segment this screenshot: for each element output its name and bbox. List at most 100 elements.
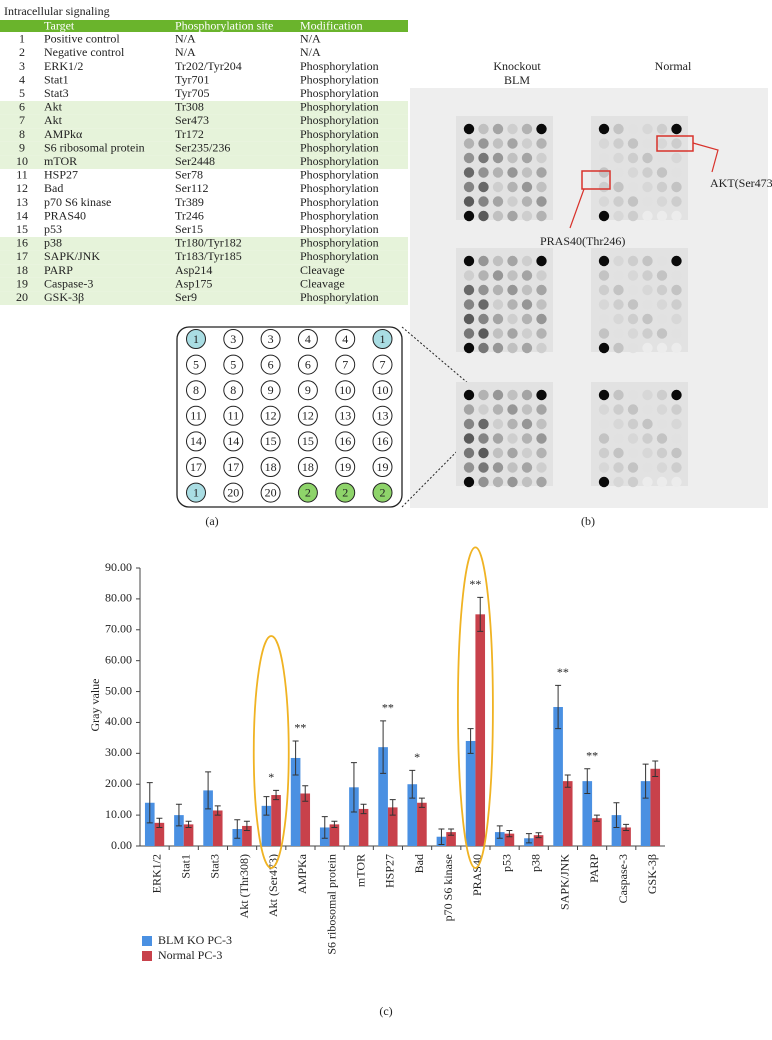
row-modification: Phosphorylation: [300, 208, 379, 222]
row-site: Tyr705: [175, 86, 210, 100]
blot-spot: [463, 210, 475, 222]
blot-spot: [478, 313, 489, 325]
error-bar: [185, 820, 192, 828]
blot-spot: [598, 389, 610, 401]
blot-spot: [521, 181, 533, 193]
error-bar: [156, 817, 163, 828]
error-bar: [243, 820, 250, 832]
blot-spot: [656, 270, 668, 281]
blot-spot: [627, 123, 639, 135]
array-spot: [186, 457, 206, 477]
error-bar: [448, 828, 455, 836]
error-bar: [175, 803, 182, 827]
blot-spot: [463, 389, 475, 401]
blot-spot: [656, 313, 668, 325]
blot-spot: [507, 210, 518, 222]
row-target: Stat1: [44, 72, 69, 86]
blot-spot: [463, 476, 475, 488]
error-bar: [409, 769, 416, 799]
y-tick-label: 50.00: [105, 683, 132, 697]
row-number: 5: [19, 86, 25, 100]
row-target: Negative control: [44, 45, 125, 59]
blot-spot: [463, 299, 475, 310]
blot-spot: [521, 270, 533, 281]
blot-spot: [492, 404, 504, 415]
bar: [592, 818, 602, 846]
error-bar: [321, 816, 328, 839]
legend-swatch: [142, 936, 152, 946]
error-bar: [214, 805, 221, 816]
row-site: Tr389: [175, 195, 204, 209]
x-tick-label: mTOR: [354, 854, 368, 887]
blot-spot: [613, 299, 624, 310]
blot-spot: [521, 433, 533, 444]
x-tick-label: HSP27: [383, 854, 397, 888]
row-number: 10: [16, 154, 28, 168]
blot-spot: [507, 152, 518, 164]
array-spot: [223, 329, 244, 349]
spot-label: 9: [268, 383, 274, 397]
row-number: 15: [16, 222, 28, 236]
zoom-line: [401, 431, 477, 508]
blot-spot: [671, 152, 682, 164]
blot-spot: [671, 123, 682, 135]
error-bar: [496, 825, 503, 839]
array-spot: [297, 380, 318, 401]
row-modification: Phosphorylation: [300, 72, 379, 86]
panel-label: (b): [581, 514, 595, 528]
spot-label: 11: [190, 409, 202, 423]
blot-spot: [656, 389, 668, 401]
bar: [562, 781, 573, 846]
blot-spot: [521, 447, 533, 459]
blot-spot: [598, 476, 610, 488]
blot-spot: [507, 404, 518, 415]
row-shade: [0, 101, 408, 115]
row-target: SAPK/JNK: [44, 249, 100, 263]
blot-spot: [463, 342, 475, 354]
row-target: S6 ribosomal protein: [44, 140, 145, 154]
highlight-ellipse: [457, 546, 494, 869]
blot-spot: [671, 210, 682, 222]
array-spot: [335, 431, 356, 452]
error-bar: [146, 782, 153, 824]
blot-spot: [536, 181, 547, 193]
blot-spot: [642, 255, 653, 267]
spot-label: 6: [268, 357, 274, 371]
blot-spot: [478, 418, 489, 430]
blot-spot: [642, 447, 653, 459]
blot-spot: [492, 389, 504, 401]
x-tick-label: Akt (Ser473): [266, 854, 280, 917]
array-spot: [260, 457, 281, 477]
array-spot: [186, 405, 206, 426]
blot-spot: [598, 167, 610, 178]
blot-spot: [642, 342, 653, 354]
spot-label: 17: [227, 460, 239, 474]
array-spot: [260, 354, 281, 375]
blot-spot: [598, 284, 610, 296]
x-tick-label: p38: [529, 854, 543, 872]
y-axis-label: Gray value: [88, 679, 102, 732]
x-tick-label: Stat1: [179, 854, 193, 879]
blot-spot: [478, 389, 489, 401]
row-site: Ser15: [175, 222, 203, 236]
row-number: 7: [19, 113, 25, 127]
bar: [407, 784, 418, 846]
row-site: Ser2448: [175, 154, 215, 168]
x-tick-label: SAPK/JNK: [558, 854, 572, 910]
x-tick-label: Caspase-3: [616, 854, 630, 903]
blot-spot: [642, 328, 653, 339]
array-spot: [260, 482, 281, 503]
blot-spot: [656, 299, 668, 310]
row-target: ERK1/2: [44, 59, 83, 73]
blot-spot: [536, 342, 547, 354]
blot-spot: [613, 313, 624, 325]
blot-spot: [613, 328, 624, 339]
x-tick-label: ERK1/2: [149, 854, 163, 893]
blot-spot: [478, 255, 489, 267]
blot-spot: [613, 447, 624, 459]
blot-spot: [656, 210, 668, 222]
blot-spot: [463, 255, 475, 267]
row-number: 9: [19, 140, 25, 154]
array-spot: [297, 431, 318, 452]
bar: [242, 825, 252, 846]
